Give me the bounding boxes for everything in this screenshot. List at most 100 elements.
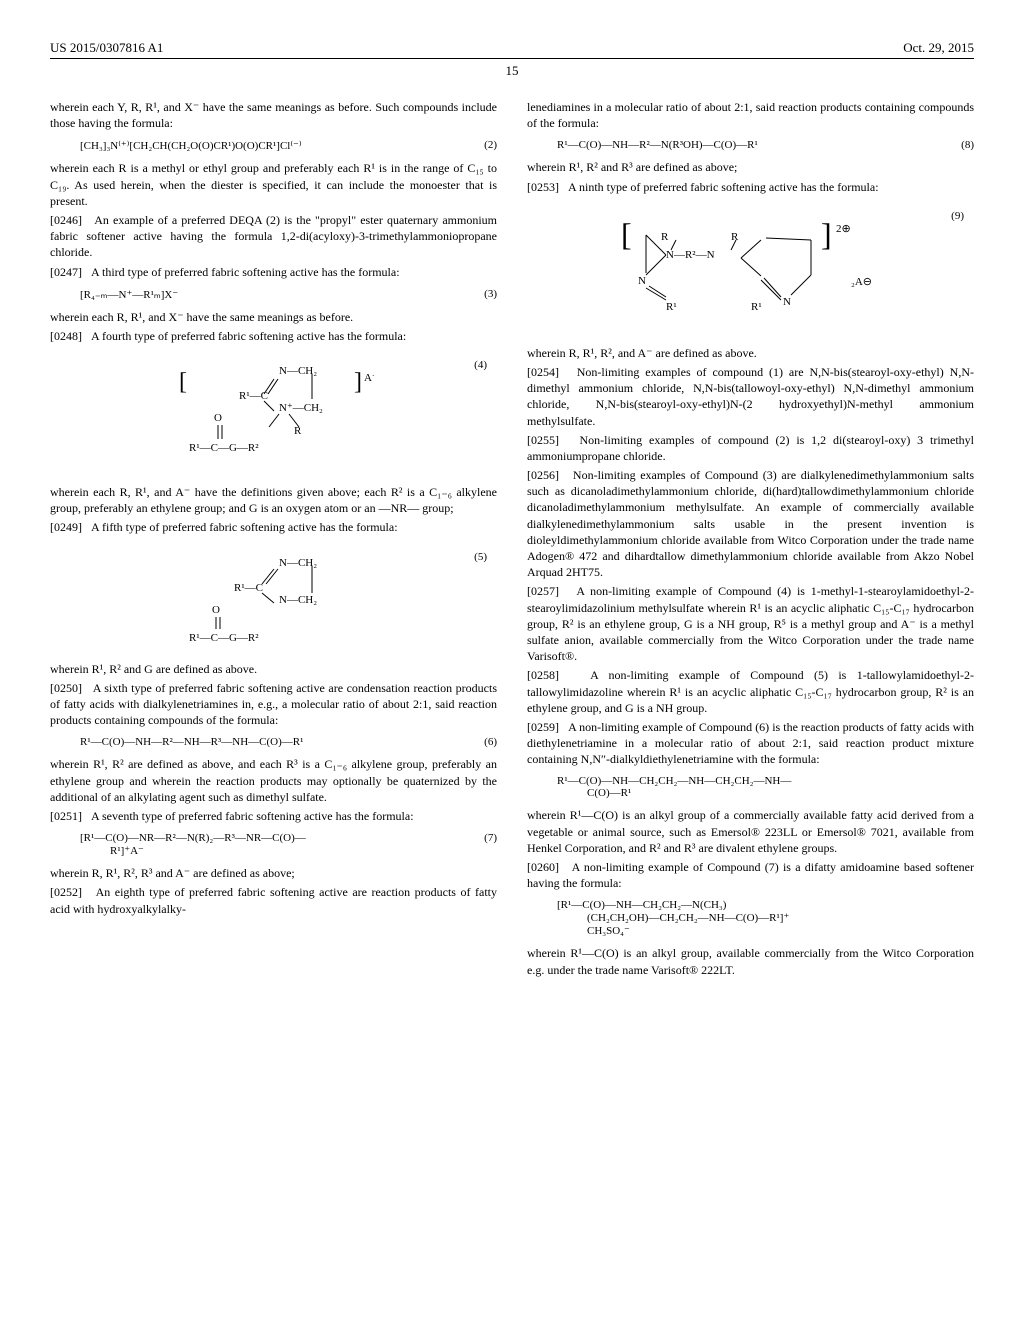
svg-text:O: O bbox=[214, 412, 222, 424]
para-0252: [0252] An eighth type of preferred fabri… bbox=[50, 884, 497, 916]
para-0257-num: [0257] bbox=[527, 584, 559, 598]
para-0259: [0259] A non-limiting example of Compoun… bbox=[527, 719, 974, 768]
para-0248-num: [0248] bbox=[50, 329, 82, 343]
formula-2-num: (2) bbox=[484, 139, 497, 151]
para-0253b: wherein R, R¹, R², and A⁻ are defined as… bbox=[527, 345, 974, 361]
svg-text:R: R bbox=[294, 425, 302, 437]
para-0252-text: An eighth type of preferred fabric softe… bbox=[50, 885, 497, 915]
formula-260-line3: CH₃SO₄⁻ bbox=[587, 924, 974, 937]
formula-260-line2: (CH₂CH₂OH)—CH₂CH₂—NH—C(O)—R¹]⁺ bbox=[587, 911, 974, 924]
formula-4-num: (4) bbox=[474, 359, 487, 371]
svg-text:R¹—C: R¹—C bbox=[239, 390, 268, 402]
formula-8-num: (8) bbox=[961, 139, 974, 151]
svg-text:[: [ bbox=[621, 216, 632, 252]
para-0246: [0246] An example of a preferred DEQA (2… bbox=[50, 212, 497, 261]
formula-2: [CH₃]₃N⁽⁺⁾[CH₂CH(CH₂O(O)CR¹)O(O)CR¹]Cl⁽⁻… bbox=[80, 139, 497, 152]
para-0259-text: A non-limiting example of Compound (6) i… bbox=[527, 720, 974, 766]
svg-text:N: N bbox=[783, 296, 791, 308]
svg-text:R: R bbox=[661, 231, 669, 243]
formula-6: R¹—C(O)—NH—R²—NH—R³—NH—C(O)—R¹ (6) bbox=[80, 736, 497, 748]
svg-text:N—R²—N: N—R²—N bbox=[666, 249, 715, 261]
para-0250-num: [0250] bbox=[50, 681, 82, 695]
formula-259: R¹—C(O)—NH—CH₂CH₂—NH—CH₂CH₂—NH— C(O)—R¹ bbox=[557, 775, 974, 799]
formula-6-text: R¹—C(O)—NH—R²—NH—R³—NH—C(O)—R¹ bbox=[80, 736, 303, 748]
formula-259-line1: R¹—C(O)—NH—CH₂CH₂—NH—CH₂CH₂—NH— bbox=[557, 775, 974, 787]
content-columns: wherein each Y, R, R¹, and X⁻ have the s… bbox=[50, 99, 974, 981]
formula-3-num: (3) bbox=[484, 288, 497, 300]
para-0259b: wherein R¹—C(O) is an alkyl group of a c… bbox=[527, 807, 974, 856]
para-0251b: wherein R, R¹, R², R³ and A⁻ are defined… bbox=[50, 865, 497, 881]
formula-8: R¹—C(O)—NH—R²—N(R³OH)—C(O)—R¹ (8) bbox=[557, 139, 974, 151]
svg-text:R¹—C—G—R²: R¹—C—G—R² bbox=[189, 442, 259, 454]
svg-text:[: [ bbox=[179, 369, 187, 395]
formula-260: [R¹—C(O)—NH—CH₂CH₂—N(CH₃) (CH₂CH₂OH)—CH₂… bbox=[557, 899, 974, 937]
formula-8-text: R¹—C(O)—NH—R²—N(R³OH)—C(O)—R¹ bbox=[557, 139, 758, 151]
svg-text:R¹—C—G—R²: R¹—C—G—R² bbox=[189, 632, 259, 644]
formula-5-svg: N—CH₂ R¹—C N—CH₂ O R¹—C—G—R² bbox=[184, 551, 364, 646]
formula-4-diagram: (4) [ ] A⁻ N—CH₂ R¹—C N⁺—CH₂ O R¹—C—G—R²… bbox=[50, 359, 497, 469]
svg-text:A⁻: A⁻ bbox=[364, 372, 374, 384]
formula-7-line2: R¹]⁺A⁻ bbox=[110, 845, 144, 857]
para-0247b: wherein each R, R¹, and X⁻ have the same… bbox=[50, 309, 497, 325]
formula-9-svg: [ ] 2⊕ ₂A⊖ N N—R²—N R R N bbox=[616, 210, 886, 330]
formula-3: [R₄₋ₘ—N⁺—R¹ₘ]X⁻ (3) bbox=[80, 288, 497, 301]
para-0248b: wherein each R, R¹, and A⁻ have the defi… bbox=[50, 484, 497, 516]
para-0260-text: A non-limiting example of Compound (7) i… bbox=[527, 860, 974, 890]
para-0252b: lenediamines in a molecular ratio of abo… bbox=[527, 99, 974, 131]
formula-5-diagram: (5) N—CH₂ R¹—C N—CH₂ O R¹—C—G—R² bbox=[50, 551, 497, 646]
para-0249: [0249] A fifth type of preferred fabric … bbox=[50, 519, 497, 535]
pub-date: Oct. 29, 2015 bbox=[903, 40, 974, 56]
para-0250: [0250] A sixth type of preferred fabric … bbox=[50, 680, 497, 729]
para-0256: [0256] Non-limiting examples of Compound… bbox=[527, 467, 974, 580]
para-0256-text: Non-limiting examples of Compound (3) ar… bbox=[527, 468, 974, 579]
para-0251-text: A seventh type of preferred fabric softe… bbox=[91, 809, 414, 823]
para-0248: [0248] A fourth type of preferred fabric… bbox=[50, 328, 497, 344]
para-0247-text: A third type of preferred fabric softeni… bbox=[91, 265, 400, 279]
para-0247: [0247] A third type of preferred fabric … bbox=[50, 264, 497, 280]
para-0248-text: A fourth type of preferred fabric soften… bbox=[91, 329, 406, 343]
para-0254-text: Non-limiting examples of compound (1) ar… bbox=[527, 365, 974, 428]
para-0260: [0260] A non-limiting example of Compoun… bbox=[527, 859, 974, 891]
svg-text:N⁺—CH₂: N⁺—CH₂ bbox=[279, 402, 323, 414]
para-0259-num: [0259] bbox=[527, 720, 559, 734]
formula-3-text: [R₄₋ₘ—N⁺—R¹ₘ]X⁻ bbox=[80, 289, 178, 301]
para-0253-text: A ninth type of preferred fabric softeni… bbox=[568, 180, 879, 194]
para-0249-num: [0249] bbox=[50, 520, 82, 534]
formula-2-text: [CH₃]₃N⁽⁺⁾[CH₂CH(CH₂O(O)CR¹)O(O)CR¹]Cl⁽⁻… bbox=[80, 140, 302, 152]
svg-text:]: ] bbox=[354, 369, 362, 395]
page-number: 15 bbox=[50, 63, 974, 79]
svg-text:2⊕: 2⊕ bbox=[836, 223, 851, 235]
left-column: wherein each Y, R, R¹, and X⁻ have the s… bbox=[50, 99, 497, 981]
para-0258: [0258] A non-limiting example of Compoun… bbox=[527, 667, 974, 716]
formula-5-num: (5) bbox=[474, 551, 487, 563]
para-0251: [0251] A seventh type of preferred fabri… bbox=[50, 808, 497, 824]
right-column: lenediamines in a molecular ratio of abo… bbox=[527, 99, 974, 981]
formula-259-line2: C(O)—R¹ bbox=[587, 787, 974, 799]
para-0247-num: [0247] bbox=[50, 265, 82, 279]
para-0255-num: [0255] bbox=[527, 433, 559, 447]
para-0251-num: [0251] bbox=[50, 809, 82, 823]
formula-9-num: (9) bbox=[951, 210, 964, 222]
formula-6-num: (6) bbox=[484, 736, 497, 748]
para-intro: wherein each Y, R, R¹, and X⁻ have the s… bbox=[50, 99, 497, 131]
para-0252-num: [0252] bbox=[50, 885, 82, 899]
para-0254-num: [0254] bbox=[527, 365, 559, 379]
para-after-f2: wherein each R is a methyl or ethyl grou… bbox=[50, 160, 497, 209]
para-0250b: wherein R¹, R² are defined as above, and… bbox=[50, 756, 497, 805]
formula-7-num: (7) bbox=[484, 832, 497, 844]
para-0249b: wherein R¹, R² and G are defined as abov… bbox=[50, 661, 497, 677]
para-0249-text: A fifth type of preferred fabric softeni… bbox=[91, 520, 398, 534]
para-0253: [0253] A ninth type of preferred fabric … bbox=[527, 179, 974, 195]
svg-text:N—CH₂: N—CH₂ bbox=[279, 365, 317, 377]
pub-number: US 2015/0307816 A1 bbox=[50, 40, 163, 56]
formula-4-svg: [ ] A⁻ N—CH₂ R¹—C N⁺—CH₂ O R¹—C—G—R² R bbox=[174, 359, 374, 469]
para-0260b: wherein R¹—C(O) is an alkyl group, avail… bbox=[527, 945, 974, 977]
para-0255-text: Non-limiting examples of compound (2) is… bbox=[527, 433, 974, 463]
para-0254: [0254] Non-limiting examples of compound… bbox=[527, 364, 974, 429]
formula-7-line1: [R¹—C(O)—NR—R²—N(R)₂—R³—NR—C(O)— bbox=[80, 832, 497, 844]
para-0256-num: [0256] bbox=[527, 468, 559, 482]
para-0258-text: A non-limiting example of Compound (5) i… bbox=[527, 668, 974, 714]
para-0253-num: [0253] bbox=[527, 180, 559, 194]
svg-text:R¹: R¹ bbox=[751, 301, 762, 313]
para-0250-text: A sixth type of preferred fabric softeni… bbox=[50, 681, 497, 727]
